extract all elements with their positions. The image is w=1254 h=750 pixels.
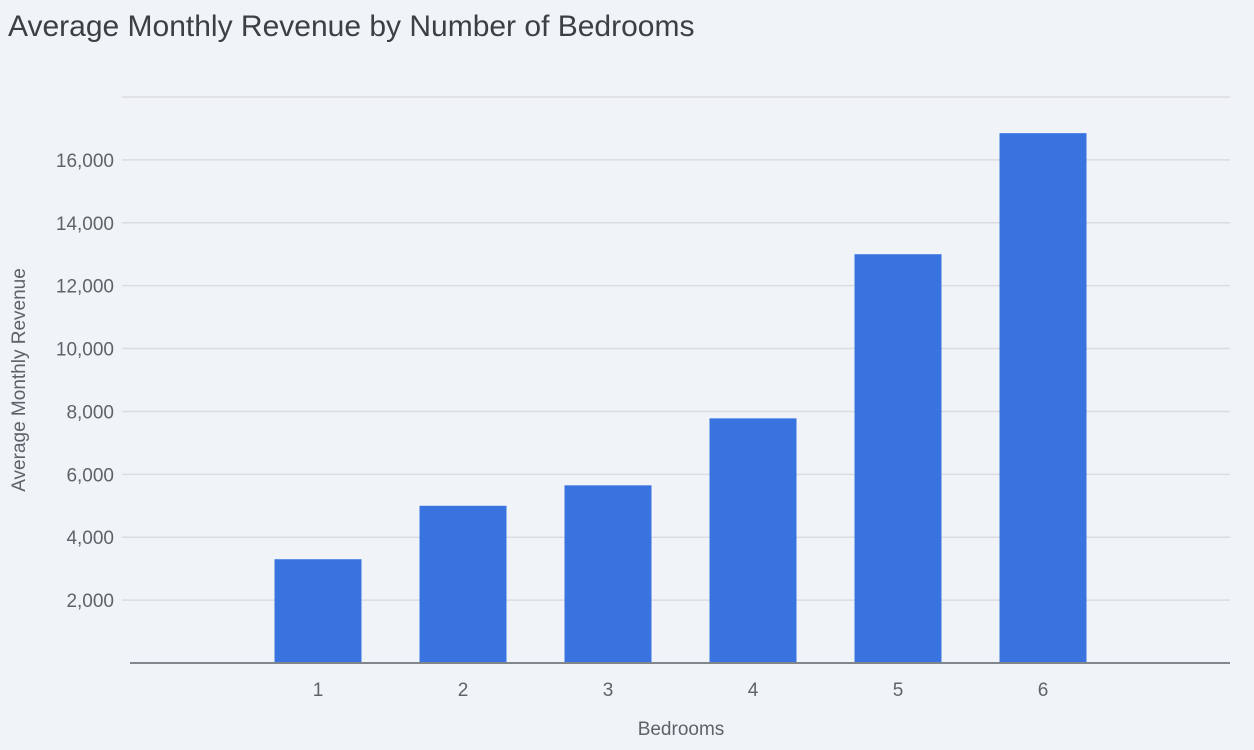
x-tick-label: 3 bbox=[603, 680, 614, 701]
y-tick-label: 10,000 bbox=[56, 340, 114, 361]
x-tick-label: 6 bbox=[1038, 680, 1049, 701]
y-tick-label: 14,000 bbox=[56, 214, 114, 235]
chart-title: Average Monthly Revenue by Number of Bed… bbox=[8, 10, 695, 43]
bar-3 bbox=[564, 485, 652, 663]
x-axis-label: Bedrooms bbox=[638, 719, 725, 740]
y-tick-label: 4,000 bbox=[66, 528, 114, 549]
y-tick-label: 16,000 bbox=[56, 151, 114, 172]
y-tick-label: 6,000 bbox=[66, 465, 114, 486]
bar-1 bbox=[274, 559, 362, 663]
bar-4 bbox=[709, 418, 797, 663]
x-tick-label: 1 bbox=[313, 680, 324, 701]
x-tick-label: 4 bbox=[748, 680, 759, 701]
y-tick-label: 12,000 bbox=[56, 277, 114, 298]
y-axis-label: Average Monthly Revenue bbox=[9, 268, 30, 492]
bar-5 bbox=[854, 254, 942, 663]
bar-6 bbox=[999, 133, 1087, 663]
bar-2 bbox=[419, 505, 507, 663]
y-tick-label: 2,000 bbox=[66, 591, 114, 612]
x-tick-label: 2 bbox=[458, 680, 469, 701]
x-tick-label: 5 bbox=[893, 680, 904, 701]
y-tick-label: 8,000 bbox=[66, 402, 114, 423]
